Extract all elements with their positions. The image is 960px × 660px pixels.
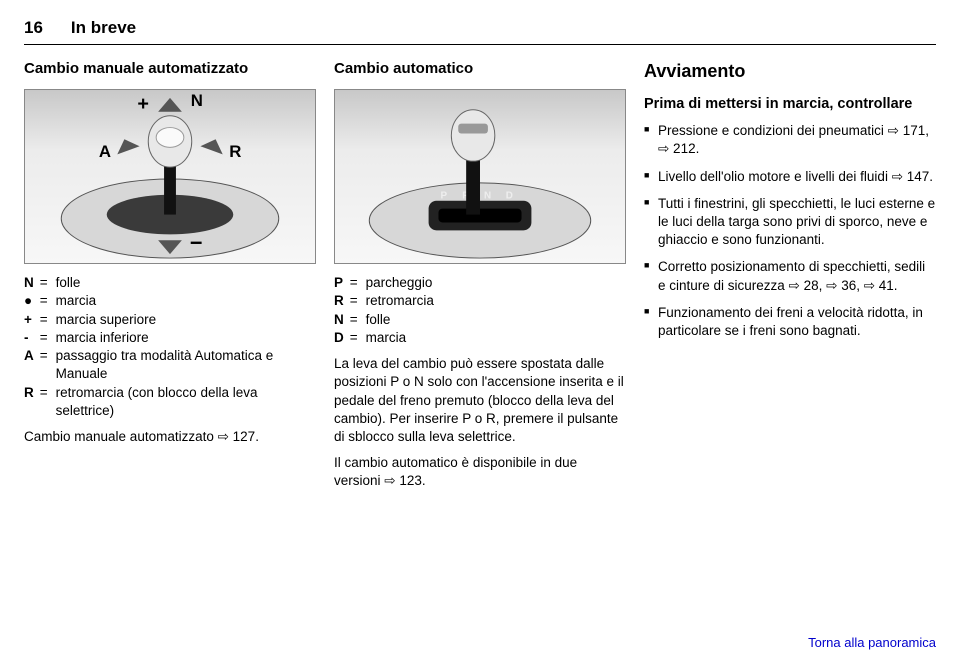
column-1: Cambio manuale automatizzato N — [24, 59, 316, 499]
svg-text:D: D — [506, 191, 513, 202]
column-3: Avviamento Prima di mettersi in marcia, … — [644, 59, 936, 499]
list-item: Livello dell'olio motore e livelli dei f… — [644, 168, 936, 186]
legend-sym: + — [24, 311, 40, 329]
diagram1-r-label: R — [229, 142, 241, 161]
col1-post-text: Cambio manuale automatizzato ⇨ 127. — [24, 428, 316, 446]
list-item: Tutti i finestrini, gli specchietti, le … — [644, 195, 936, 250]
header-title: In breve — [71, 18, 136, 38]
legend-sym: N — [24, 274, 40, 292]
svg-text:N: N — [484, 191, 491, 202]
legend-text: marcia superiore — [56, 311, 316, 329]
manual-gear-diagram: N A R + − — [24, 89, 316, 264]
list-item: Corretto posizionamento di specchietti, … — [644, 258, 936, 294]
diagram1-a-label: A — [99, 142, 111, 161]
svg-text:P: P — [440, 191, 447, 202]
legend-sym: N — [334, 311, 350, 329]
legend-text: passaggio tra modalità Automatica e Manu… — [56, 347, 316, 383]
legend-text: folle — [56, 274, 316, 292]
col2-heading: Cambio automatico — [334, 59, 626, 79]
list-item: Pressione e condizioni dei pneumatici ⇨ … — [644, 122, 936, 158]
diagram1-plus-label: + — [137, 93, 149, 115]
legend-sym: R — [24, 384, 40, 420]
legend-sym: P — [334, 274, 350, 292]
col3-big-heading: Avviamento — [644, 59, 936, 83]
legend-sym: A — [24, 347, 40, 383]
automatic-gear-diagram: P R N D — [334, 89, 626, 264]
diagram1-n-label: N — [191, 91, 203, 110]
page-number: 16 — [24, 18, 43, 38]
col2-para2: Il cambio automatico è disponibile in du… — [334, 454, 626, 490]
col1-legend: N=folle ●=marcia +=marcia superiore -=ma… — [24, 274, 316, 420]
legend-sym: R — [334, 292, 350, 310]
legend-sym: D — [334, 329, 350, 347]
page: 16 In breve Cambio manuale automatizzato — [0, 0, 960, 660]
legend-text: retromarcia — [366, 292, 434, 310]
column-2: Cambio automatico P R N D — [334, 59, 626, 499]
legend-sym: - — [24, 329, 40, 347]
legend-text: retromarcia (con blocco della leva selet… — [56, 384, 316, 420]
legend-text: marcia inferiore — [56, 329, 316, 347]
legend-text: folle — [366, 311, 434, 329]
col3-sub-heading: Prima di mettersi in marcia, controllare — [644, 95, 936, 114]
col1-heading: Cambio manuale automatizzato — [24, 59, 316, 79]
col3-bullet-list: Pressione e condizioni dei pneumatici ⇨ … — [644, 122, 936, 340]
diagram1-minus-label: − — [190, 230, 203, 255]
legend-text: parcheggio — [366, 274, 434, 292]
content-columns: Cambio manuale automatizzato N — [24, 59, 936, 499]
footer-return-link[interactable]: Torna alla panoramica — [808, 635, 936, 650]
legend-sym: ● — [24, 292, 40, 310]
list-item: Funzionamento dei freni a velocità ridot… — [644, 304, 936, 340]
col2-legend: P=parcheggio R=retromarcia N=folle D=mar… — [334, 274, 434, 347]
page-header: 16 In breve — [24, 18, 936, 45]
col2-para1: La leva del cambio può essere spostata d… — [334, 355, 626, 446]
legend-text: marcia — [366, 329, 434, 347]
legend-text: marcia — [56, 292, 316, 310]
